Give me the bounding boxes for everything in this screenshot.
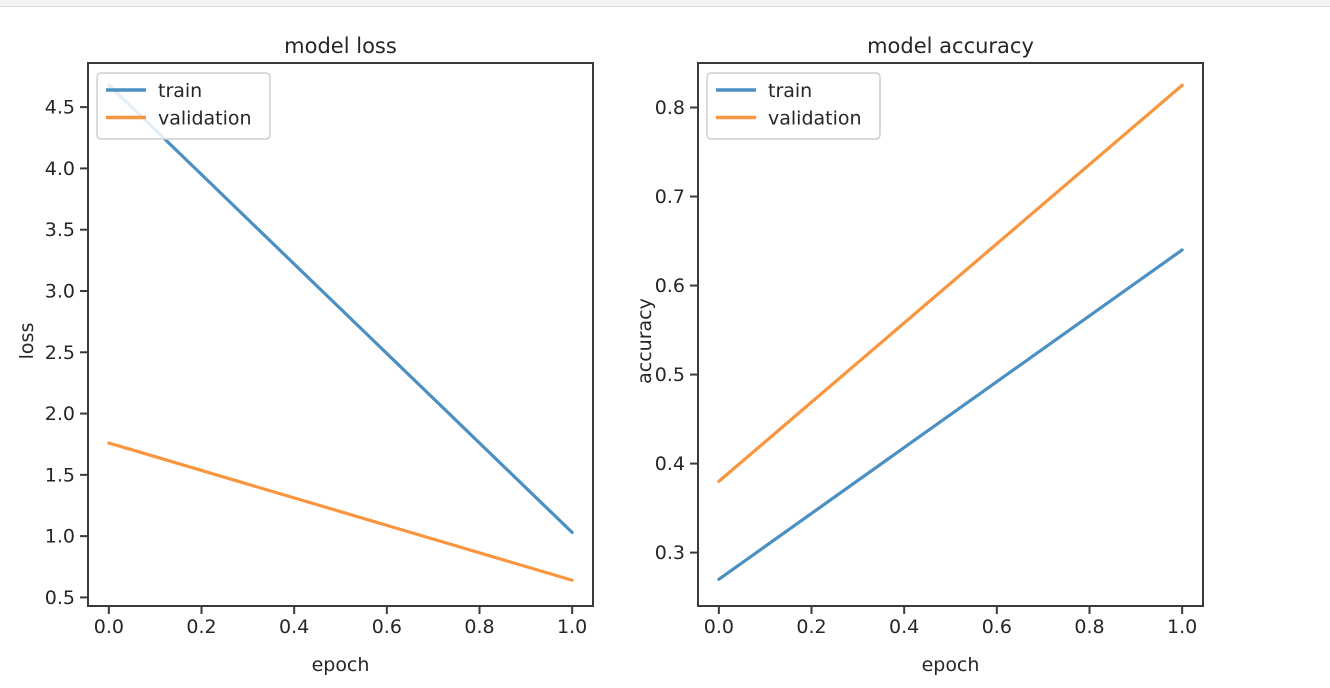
y-tick-label: 0.5 — [655, 364, 685, 386]
x-tick-label: 0.4 — [279, 616, 309, 638]
x-tick-label: 0.4 — [889, 616, 919, 638]
chart-title-loss: model loss — [284, 34, 397, 58]
y-tick-label: 1.5 — [45, 464, 75, 486]
x-tick-label: 0.0 — [94, 616, 124, 638]
x-tick-label: 0.8 — [1074, 616, 1104, 638]
legend: train validation — [706, 72, 881, 140]
y-tick-label: 0.7 — [655, 186, 685, 208]
legend-label-train: train — [158, 80, 202, 102]
y-tick-label: 2.0 — [45, 403, 75, 425]
y-tick-label: 3.0 — [45, 280, 75, 302]
legend-label-validation: validation — [768, 108, 862, 130]
x-tick-label: 1.0 — [1167, 616, 1197, 638]
y-tick-label: 3.5 — [45, 219, 75, 241]
x-axis-label-loss: epoch — [311, 654, 370, 676]
x-tick-label: 0.8 — [464, 616, 494, 638]
y-tick-label: 0.5 — [45, 587, 75, 609]
plot-model-accuracy: 0.0 0.2 0.4 0.6 0.8 1.0 0.3 0.4 0.5 0.6 0.7 0.8 trai… — [655, 62, 1204, 638]
x-tick-label: 0.2 — [186, 616, 216, 638]
plot-model-loss: 0.0 0.2 0.4 0.6 0.8 1.0 0.5 1.0 1.5 2.0 2.5 3.0 3.5 4… — [45, 62, 594, 638]
y-axis-label-accuracy: accuracy — [634, 298, 656, 384]
y-tick-label: 0.3 — [655, 542, 685, 564]
x-tick-label: 0.2 — [796, 616, 826, 638]
x-tick-label: 0.0 — [704, 616, 734, 638]
legend: train validation — [96, 72, 271, 140]
legend-label-train: train — [768, 80, 812, 102]
series-line-train — [717, 248, 1184, 581]
y-tick-label: 1.0 — [45, 526, 75, 548]
y-axis-label-loss: loss — [16, 322, 38, 360]
x-tick-label: 0.6 — [372, 616, 402, 638]
axes-frame — [697, 62, 1204, 607]
series-line-validation — [717, 83, 1184, 483]
x-axis-label-accuracy: epoch — [921, 654, 980, 676]
x-tick-label: 0.6 — [982, 616, 1012, 638]
series-line-train — [107, 83, 574, 535]
figure-canvas: 0.0 0.2 0.4 0.6 0.8 1.0 0.5 1.0 1.5 2.0 2.5 3.0 3.5 4… — [0, 7, 1330, 688]
y-tick-label: 0.6 — [655, 275, 685, 297]
x-tick-label: 1.0 — [557, 616, 587, 638]
axes-frame — [87, 62, 594, 607]
chart-title-accuracy: model accuracy — [867, 34, 1034, 58]
window-top-strip — [0, 0, 1330, 7]
charts-svg: 0.0 0.2 0.4 0.6 0.8 1.0 0.5 1.0 1.5 2.0 2.5 3.0 3.5 4… — [45, 62, 1204, 638]
series-line-validation — [107, 441, 574, 582]
y-tick-label: 4.0 — [45, 158, 75, 180]
y-tick-label: 0.8 — [655, 97, 685, 119]
y-tick-label: 0.4 — [655, 453, 685, 475]
y-tick-label: 4.5 — [45, 97, 75, 119]
y-tick-label: 2.5 — [45, 342, 75, 364]
legend-label-validation: validation — [158, 108, 252, 130]
